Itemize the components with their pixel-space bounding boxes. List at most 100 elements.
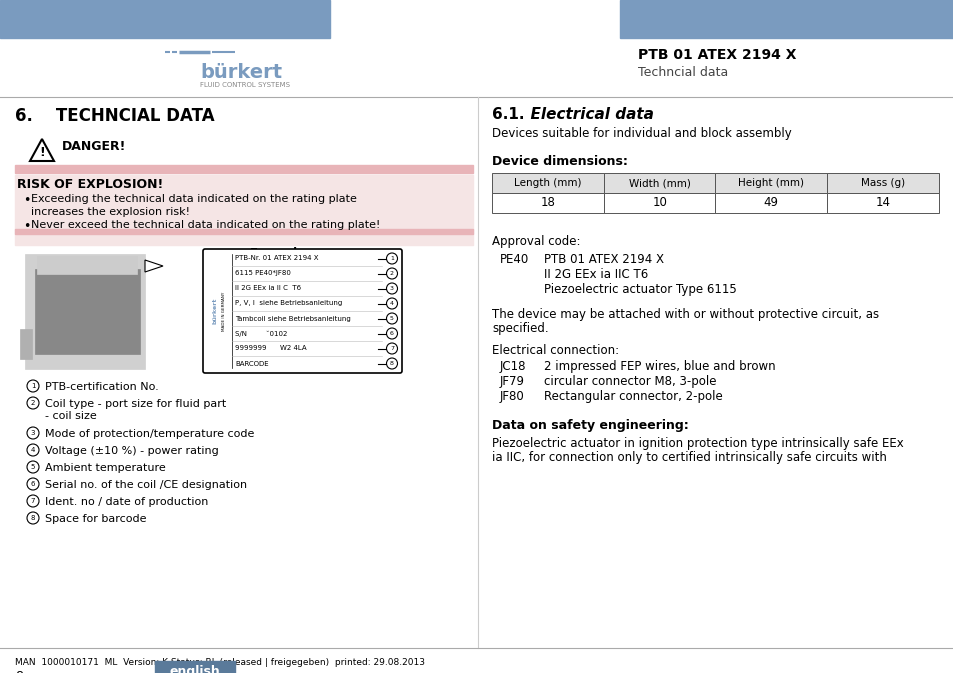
Text: Example: Example <box>250 247 306 260</box>
Text: 2: 2 <box>30 400 35 406</box>
Text: Height (mm): Height (mm) <box>738 178 803 188</box>
Text: Exceeding the technical data indicated on the rating plate: Exceeding the technical data indicated o… <box>30 194 356 204</box>
Text: JF79: JF79 <box>499 375 524 388</box>
Text: Device dimensions:: Device dimensions: <box>492 155 627 168</box>
Text: PTB 01 ATEX 2194 X: PTB 01 ATEX 2194 X <box>638 48 796 62</box>
Text: PTB 01 ATEX 2194 X: PTB 01 ATEX 2194 X <box>543 253 663 266</box>
Text: - coil size: - coil size <box>45 411 96 421</box>
Text: Electrical data: Electrical data <box>519 107 653 122</box>
Text: !: ! <box>39 145 45 159</box>
Text: Ambient temperature: Ambient temperature <box>45 463 166 473</box>
Text: 6.    TECHNCIAL DATA: 6. TECHNCIAL DATA <box>15 107 214 125</box>
Text: Devices suitable for individual and block assembly: Devices suitable for individual and bloc… <box>492 127 791 140</box>
Text: •: • <box>23 220 30 233</box>
Text: MADE IN GERMANY: MADE IN GERMANY <box>222 291 226 330</box>
Text: Length (mm): Length (mm) <box>514 178 581 188</box>
Text: 8: 8 <box>30 515 35 521</box>
Text: 1: 1 <box>390 256 394 261</box>
Text: II 2G EEx ia II C  T6: II 2G EEx ia II C T6 <box>234 285 301 291</box>
Text: P, V, I  siehe Betriebsanleitung: P, V, I siehe Betriebsanleitung <box>234 301 342 306</box>
Text: JF80: JF80 <box>499 390 524 403</box>
Text: 3: 3 <box>390 286 394 291</box>
Polygon shape <box>145 260 163 272</box>
Text: Mode of protection/temperature code: Mode of protection/temperature code <box>45 429 254 439</box>
Text: 6: 6 <box>30 481 35 487</box>
Text: Never exceed the technical data indicated on the rating plate!: Never exceed the technical data indicate… <box>30 220 380 230</box>
Text: Ident. no / date of production: Ident. no / date of production <box>45 497 208 507</box>
Text: RISK OF EXPLOSION!: RISK OF EXPLOSION! <box>17 178 163 191</box>
Bar <box>15 229 473 234</box>
Bar <box>715 193 826 213</box>
Text: 6: 6 <box>390 331 394 336</box>
Text: 4: 4 <box>390 301 394 306</box>
Text: 14: 14 <box>875 197 890 209</box>
Bar <box>619 0 953 38</box>
Text: 1: 1 <box>30 383 35 389</box>
Bar <box>603 173 715 193</box>
Bar <box>715 173 826 193</box>
Bar <box>492 193 603 213</box>
Text: DANGER!: DANGER! <box>62 141 126 153</box>
Text: 9999999      W2 4LA: 9999999 W2 4LA <box>234 345 306 351</box>
Text: II 2G EEx ia IIC T6: II 2G EEx ia IIC T6 <box>543 268 648 281</box>
Text: increases the explosion risk!: increases the explosion risk! <box>30 207 190 217</box>
Text: Width (mm): Width (mm) <box>628 178 690 188</box>
Bar <box>37 256 137 274</box>
Text: The device may be attached with or without protective circuit, as: The device may be attached with or witho… <box>492 308 879 321</box>
Text: 4: 4 <box>30 447 35 453</box>
Text: Coil type - port size for fluid part: Coil type - port size for fluid part <box>45 399 226 409</box>
Text: 5: 5 <box>390 316 394 321</box>
Text: MAN  1000010171  ML  Version: K Status: RL (released | freigegeben)  printed: 29: MAN 1000010171 ML Version: K Status: RL … <box>15 658 424 667</box>
Text: Data on safety engineering:: Data on safety engineering: <box>492 419 688 432</box>
Text: PTB-Nr. 01 ATEX 2194 X: PTB-Nr. 01 ATEX 2194 X <box>234 256 318 262</box>
Text: Tambcoil siehe Betriebsanleitung: Tambcoil siehe Betriebsanleitung <box>234 316 351 322</box>
FancyBboxPatch shape <box>203 249 401 373</box>
Text: 7: 7 <box>390 346 394 351</box>
Text: Rectangular connector, 2-pole: Rectangular connector, 2-pole <box>543 390 722 403</box>
Bar <box>207 254 232 368</box>
Text: Techncial data: Techncial data <box>638 65 727 79</box>
Text: specified.: specified. <box>492 322 548 335</box>
Text: 7: 7 <box>30 498 35 504</box>
Text: 5: 5 <box>30 464 35 470</box>
Text: PE40: PE40 <box>499 253 529 266</box>
Bar <box>826 193 938 213</box>
Bar <box>603 193 715 213</box>
Text: 8: 8 <box>390 361 394 366</box>
Text: 2: 2 <box>390 271 394 276</box>
Text: 6.1.: 6.1. <box>492 107 524 122</box>
Text: JC18: JC18 <box>499 360 526 373</box>
Bar <box>826 173 938 193</box>
Bar <box>35 269 140 354</box>
Text: english: english <box>170 664 220 673</box>
Text: 18: 18 <box>539 197 555 209</box>
Text: bürkert: bürkert <box>213 298 217 324</box>
Text: BARCODE: BARCODE <box>234 361 269 367</box>
Text: Electrical connection:: Electrical connection: <box>492 344 618 357</box>
Bar <box>15 165 473 173</box>
Text: PTB-certification No.: PTB-certification No. <box>45 382 158 392</box>
Text: Voltage (±10 %) - power rating: Voltage (±10 %) - power rating <box>45 446 218 456</box>
Text: S/N          ̆0102: S/N ̆0102 <box>234 330 287 336</box>
Text: 10: 10 <box>652 197 666 209</box>
Text: 8: 8 <box>15 670 23 673</box>
Bar <box>25 254 145 369</box>
Text: 3: 3 <box>30 430 35 436</box>
Text: •: • <box>23 194 30 207</box>
Text: bürkert: bürkert <box>200 63 282 81</box>
Text: Piezoelectric actuator Type 6115: Piezoelectric actuator Type 6115 <box>543 283 736 296</box>
Text: Serial no. of the coil /CE designation: Serial no. of the coil /CE designation <box>45 480 247 490</box>
Text: circular connector M8, 3-pole: circular connector M8, 3-pole <box>543 375 716 388</box>
Bar <box>492 173 603 193</box>
Bar <box>20 329 32 359</box>
Text: 2 impressed FEP wires, blue and brown: 2 impressed FEP wires, blue and brown <box>543 360 775 373</box>
Text: Piezoelectric actuator in ignition protection type intrinsically safe EEx: Piezoelectric actuator in ignition prote… <box>492 437 902 450</box>
Text: FLUID CONTROL SYSTEMS: FLUID CONTROL SYSTEMS <box>200 82 290 88</box>
Bar <box>154 661 234 673</box>
Text: 6115 PE40*JF80: 6115 PE40*JF80 <box>234 271 291 277</box>
Text: ia IIC, for connection only to certified intrinsically safe circuits with: ia IIC, for connection only to certified… <box>492 451 886 464</box>
Text: 49: 49 <box>763 197 778 209</box>
Bar <box>15 175 473 245</box>
Text: Mass (g): Mass (g) <box>861 178 904 188</box>
Text: Space for barcode: Space for barcode <box>45 514 147 524</box>
